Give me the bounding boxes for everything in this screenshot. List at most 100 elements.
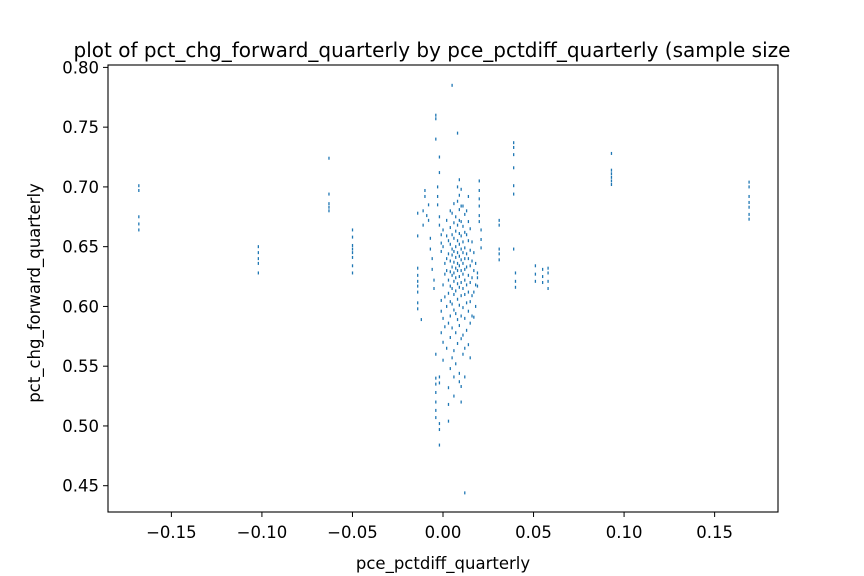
data-point [458, 254, 460, 258]
data-point [440, 331, 442, 335]
data-point [447, 291, 450, 295]
data-point [455, 229, 457, 233]
data-point [449, 209, 451, 213]
data-point [453, 375, 455, 379]
data-point [455, 266, 457, 270]
data-point [435, 400, 437, 404]
y-tick-label: 0.70 [62, 178, 99, 197]
data-point [456, 282, 459, 286]
y-tick-label: 0.50 [62, 417, 99, 436]
data-point [456, 297, 459, 301]
data-point [447, 252, 450, 256]
data-point [438, 422, 441, 426]
data-point [467, 257, 470, 261]
data-point [462, 204, 464, 208]
data-point [257, 245, 259, 249]
data-point [440, 233, 442, 237]
data-point [458, 178, 460, 182]
data-point [444, 261, 446, 265]
data-point [460, 187, 462, 191]
data-point [464, 278, 466, 282]
data-point [467, 290, 470, 294]
data-point [456, 199, 459, 203]
data-point [138, 184, 140, 188]
data-point [442, 316, 444, 320]
data-point [464, 375, 466, 379]
data-point [469, 264, 471, 268]
data-point [435, 376, 437, 380]
data-point [453, 292, 455, 296]
data-point [453, 271, 455, 275]
data-point [257, 257, 259, 261]
data-point [453, 260, 455, 264]
data-point [417, 284, 419, 288]
data-point [417, 266, 419, 270]
data-point [469, 300, 471, 304]
data-point [451, 253, 453, 257]
data-point [471, 240, 473, 244]
data-point [465, 283, 468, 287]
data-point [547, 279, 549, 283]
data-point [446, 269, 448, 273]
data-point [462, 287, 464, 290]
data-point [464, 230, 466, 234]
x-tick-label: −0.05 [327, 523, 378, 542]
y-tick-label: 0.80 [62, 58, 99, 77]
data-point [446, 218, 448, 222]
data-point [610, 183, 613, 187]
data-point [514, 285, 517, 289]
data-point [478, 214, 480, 218]
data-point [442, 228, 444, 232]
data-point [471, 259, 473, 263]
data-point [138, 222, 140, 226]
data-point [449, 314, 451, 318]
data-point [438, 171, 441, 175]
y-tick-label: 0.60 [62, 297, 99, 316]
data-point [451, 233, 453, 237]
data-point [458, 275, 460, 279]
data-point [473, 315, 475, 319]
data-point [328, 192, 330, 196]
data-point [436, 203, 439, 207]
data-point [451, 356, 453, 360]
data-point [513, 145, 515, 149]
data-point [513, 141, 515, 145]
data-point [462, 352, 464, 356]
data-point [464, 346, 466, 350]
data-point [417, 211, 419, 215]
data-point [464, 316, 466, 320]
data-point [422, 209, 424, 213]
data-point [433, 287, 435, 290]
data-point [442, 283, 444, 287]
data-point [446, 304, 448, 308]
data-point [541, 267, 544, 271]
data-point [478, 188, 480, 192]
data-point [465, 233, 468, 237]
data-point [426, 214, 428, 218]
data-point [478, 220, 480, 224]
data-point [610, 172, 613, 176]
x-tick-label: 0.10 [606, 523, 643, 542]
data-point [748, 180, 750, 184]
data-point [429, 236, 432, 240]
data-point [447, 321, 450, 325]
data-point [465, 209, 468, 213]
x-tick-label: −0.15 [146, 523, 197, 542]
data-point [440, 249, 442, 253]
data-point [471, 276, 473, 280]
data-point [449, 226, 451, 230]
data-point [451, 247, 453, 251]
data-point [748, 194, 750, 198]
data-point [138, 215, 140, 219]
data-point [417, 301, 419, 305]
data-point [449, 259, 451, 263]
data-point [467, 273, 470, 277]
data-point [480, 238, 482, 241]
data-point [748, 212, 750, 216]
data-point [351, 243, 354, 247]
data-point [476, 271, 479, 275]
data-point [480, 246, 482, 250]
data-point [449, 336, 451, 339]
data-point [513, 184, 515, 188]
data-point [498, 247, 500, 251]
